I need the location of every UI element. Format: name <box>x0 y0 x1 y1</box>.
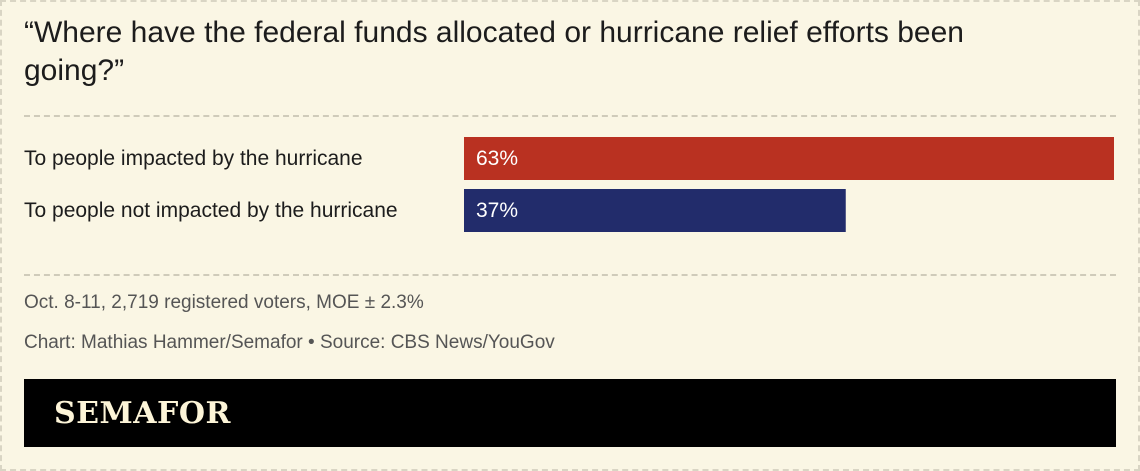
category-label: To people impacted by the hurricane <box>24 147 363 170</box>
bar-value-label: 63% <box>476 147 518 170</box>
bar-value-label: 37% <box>476 199 518 222</box>
bottom-divider <box>24 274 1116 276</box>
category-label: To people not impacted by the hurricane <box>24 199 398 222</box>
bar-chart: To people impacted by the hurricane 63% To… <box>24 137 1114 232</box>
bar <box>464 189 846 232</box>
credit-line: Chart: Mathias Hammer/Semafor • Source: … <box>24 332 555 353</box>
footnote: Oct. 8-11, 2,719 registered voters, MOE … <box>24 292 424 313</box>
bar <box>464 137 1114 180</box>
brand-logo: SEMAFOR <box>54 396 231 431</box>
chart-title: “Where have the federal funds allocated … <box>24 16 964 87</box>
brand-bar: SEMAFOR <box>24 379 1116 447</box>
top-divider <box>24 115 1116 117</box>
